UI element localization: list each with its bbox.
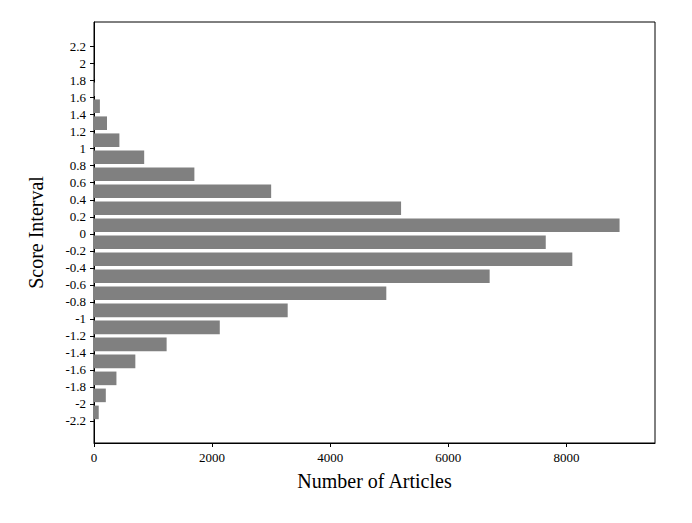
svg-text:0.6: 0.6	[70, 175, 87, 190]
svg-text:-1: -1	[75, 311, 86, 326]
svg-text:-1.2: -1.2	[65, 328, 86, 343]
svg-text:2000: 2000	[199, 450, 225, 465]
svg-text:1.2: 1.2	[70, 124, 86, 139]
svg-text:Score Interval: Score Interval	[25, 176, 47, 289]
svg-text:-0.8: -0.8	[65, 294, 86, 309]
svg-text:-0.6: -0.6	[65, 277, 86, 292]
svg-text:-0.4: -0.4	[65, 260, 86, 275]
svg-text:2: 2	[80, 56, 87, 71]
svg-text:-1.8: -1.8	[65, 379, 86, 394]
svg-text:-0.2: -0.2	[65, 243, 86, 258]
svg-text:Number of Articles: Number of Articles	[297, 470, 452, 492]
svg-text:2.2: 2.2	[70, 39, 86, 54]
svg-text:6000: 6000	[435, 450, 461, 465]
svg-text:8000: 8000	[553, 450, 579, 465]
svg-text:0.4: 0.4	[70, 192, 87, 207]
svg-text:1.4: 1.4	[70, 107, 87, 122]
svg-text:-2.2: -2.2	[65, 413, 86, 428]
svg-text:-2: -2	[75, 396, 86, 411]
svg-text:1: 1	[80, 141, 87, 156]
svg-text:0: 0	[91, 450, 98, 465]
svg-text:4000: 4000	[317, 450, 343, 465]
svg-text:1.8: 1.8	[70, 73, 86, 88]
svg-text:1.6: 1.6	[70, 90, 87, 105]
svg-text:0.2: 0.2	[70, 209, 86, 224]
svg-text:-1.6: -1.6	[65, 362, 86, 377]
svg-text:-1.4: -1.4	[65, 345, 86, 360]
svg-text:0: 0	[80, 226, 87, 241]
svg-text:0.8: 0.8	[70, 158, 86, 173]
